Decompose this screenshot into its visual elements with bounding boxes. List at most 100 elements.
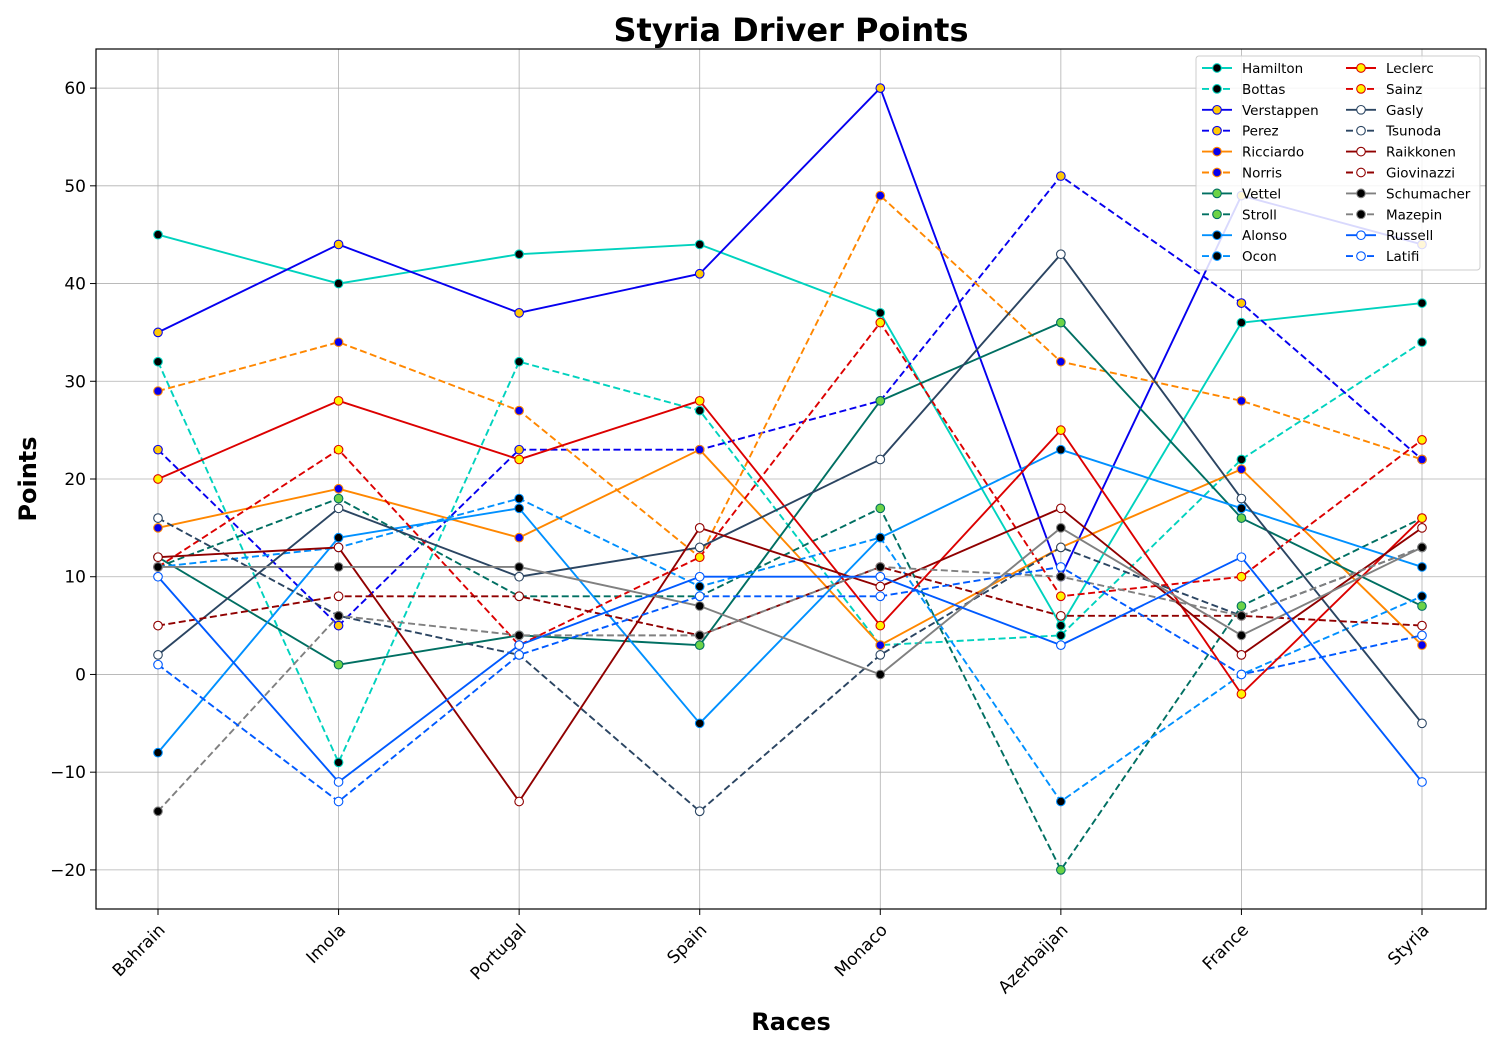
data-point	[875, 190, 886, 201]
data-point	[1056, 630, 1066, 641]
series-line	[157, 546, 1423, 812]
legend-marker	[1212, 188, 1222, 199]
legend: Hamilton Bottas Verstappen Perez Ricciardo No…	[1195, 55, 1481, 271]
data-point	[333, 796, 344, 807]
data-point	[1417, 298, 1427, 308]
data-point	[1417, 591, 1427, 602]
y-tick-label: 60	[64, 79, 86, 99]
series-ricciardo	[153, 444, 1427, 650]
data-point	[1056, 249, 1066, 260]
legend-label: Schumacher	[1386, 186, 1471, 202]
legend-label: Vettel	[1242, 186, 1281, 202]
series-line	[157, 517, 1423, 813]
data-point	[333, 337, 344, 348]
legend-marker	[1356, 125, 1366, 136]
y-tick-label: −20	[50, 861, 86, 881]
legend-marker	[1356, 188, 1366, 199]
legend-entry: Perez	[1202, 124, 1279, 140]
x-tick-label: France	[1199, 920, 1253, 974]
data-point	[1056, 620, 1066, 631]
series-line	[157, 194, 1423, 559]
data-point	[514, 249, 524, 260]
data-point	[333, 610, 344, 621]
data-point	[1056, 640, 1066, 650]
series-norris	[153, 190, 1427, 563]
data-point	[875, 620, 886, 631]
legend-label: Tsunoda	[1385, 124, 1441, 140]
legend-label: Leclerc	[1386, 61, 1434, 77]
data-point	[153, 356, 163, 367]
legend-marker	[1356, 84, 1366, 94]
data-point	[875, 83, 886, 93]
series-line	[157, 507, 1423, 803]
x-tick-label: Imola	[303, 920, 350, 967]
data-point	[694, 268, 705, 279]
legend-entry: Giovinazzi	[1346, 166, 1455, 182]
data-point	[1236, 571, 1247, 582]
x-tick-label: Portugal	[467, 920, 531, 984]
legend-marker	[1356, 167, 1366, 178]
series-line	[157, 253, 1423, 724]
data-point	[1236, 395, 1247, 406]
data-point	[514, 796, 524, 807]
data-point	[1417, 523, 1427, 533]
data-point	[1236, 513, 1247, 523]
series-line	[157, 321, 1423, 666]
legend-entry: Verstappen	[1202, 103, 1319, 119]
data-point	[875, 562, 886, 572]
series-line	[157, 497, 1423, 803]
data-point	[333, 444, 344, 455]
legend-entry: Norris	[1202, 166, 1282, 182]
data-point	[514, 650, 524, 660]
chart-title: Styria Driver Points	[613, 11, 968, 49]
data-point	[1236, 493, 1247, 504]
data-point	[875, 395, 886, 406]
data-point	[1056, 317, 1066, 328]
legend-label: Raikkonen	[1386, 145, 1456, 161]
legend-marker	[1212, 167, 1222, 178]
legend-marker	[1356, 104, 1366, 115]
data-point	[1056, 171, 1066, 181]
data-point	[1236, 650, 1247, 660]
data-point	[694, 806, 705, 817]
legend-label: Giovinazzi	[1386, 166, 1455, 182]
data-point	[875, 591, 886, 602]
data-point	[153, 229, 163, 240]
legend-label: Perez	[1242, 124, 1279, 140]
legend-marker	[1212, 146, 1222, 157]
series-bottas	[153, 337, 1427, 768]
data-point	[694, 581, 705, 592]
data-point	[875, 317, 886, 328]
data-point	[153, 659, 163, 670]
legend-marker	[1212, 125, 1222, 136]
legend-entry: Russell	[1346, 228, 1433, 244]
legend-marker	[1356, 251, 1366, 261]
legend-marker	[1212, 230, 1222, 241]
data-point	[333, 395, 344, 406]
data-point	[875, 532, 886, 543]
legend-label: Hamilton	[1242, 61, 1303, 77]
data-point	[694, 523, 705, 533]
y-tick-label: 20	[64, 470, 86, 490]
data-point	[1056, 796, 1066, 807]
data-point	[694, 571, 705, 582]
data-point	[514, 503, 524, 514]
data-point	[1056, 571, 1066, 582]
x-tick-label: Styria	[1384, 920, 1433, 969]
data-point	[694, 718, 705, 729]
data-point	[1056, 591, 1066, 602]
data-point	[153, 552, 163, 563]
data-point	[694, 640, 705, 650]
y-tick-label: 10	[64, 568, 86, 588]
data-point	[1417, 454, 1427, 465]
legend-entry: Latifi	[1346, 249, 1419, 265]
data-point	[694, 591, 705, 602]
data-point	[333, 777, 344, 787]
legend-entry: Schumacher	[1346, 186, 1471, 202]
series-line	[157, 566, 1423, 803]
data-point	[1056, 562, 1066, 572]
data-point	[694, 552, 705, 563]
data-point	[333, 493, 344, 504]
data-point	[694, 395, 705, 406]
data-point	[694, 601, 705, 611]
